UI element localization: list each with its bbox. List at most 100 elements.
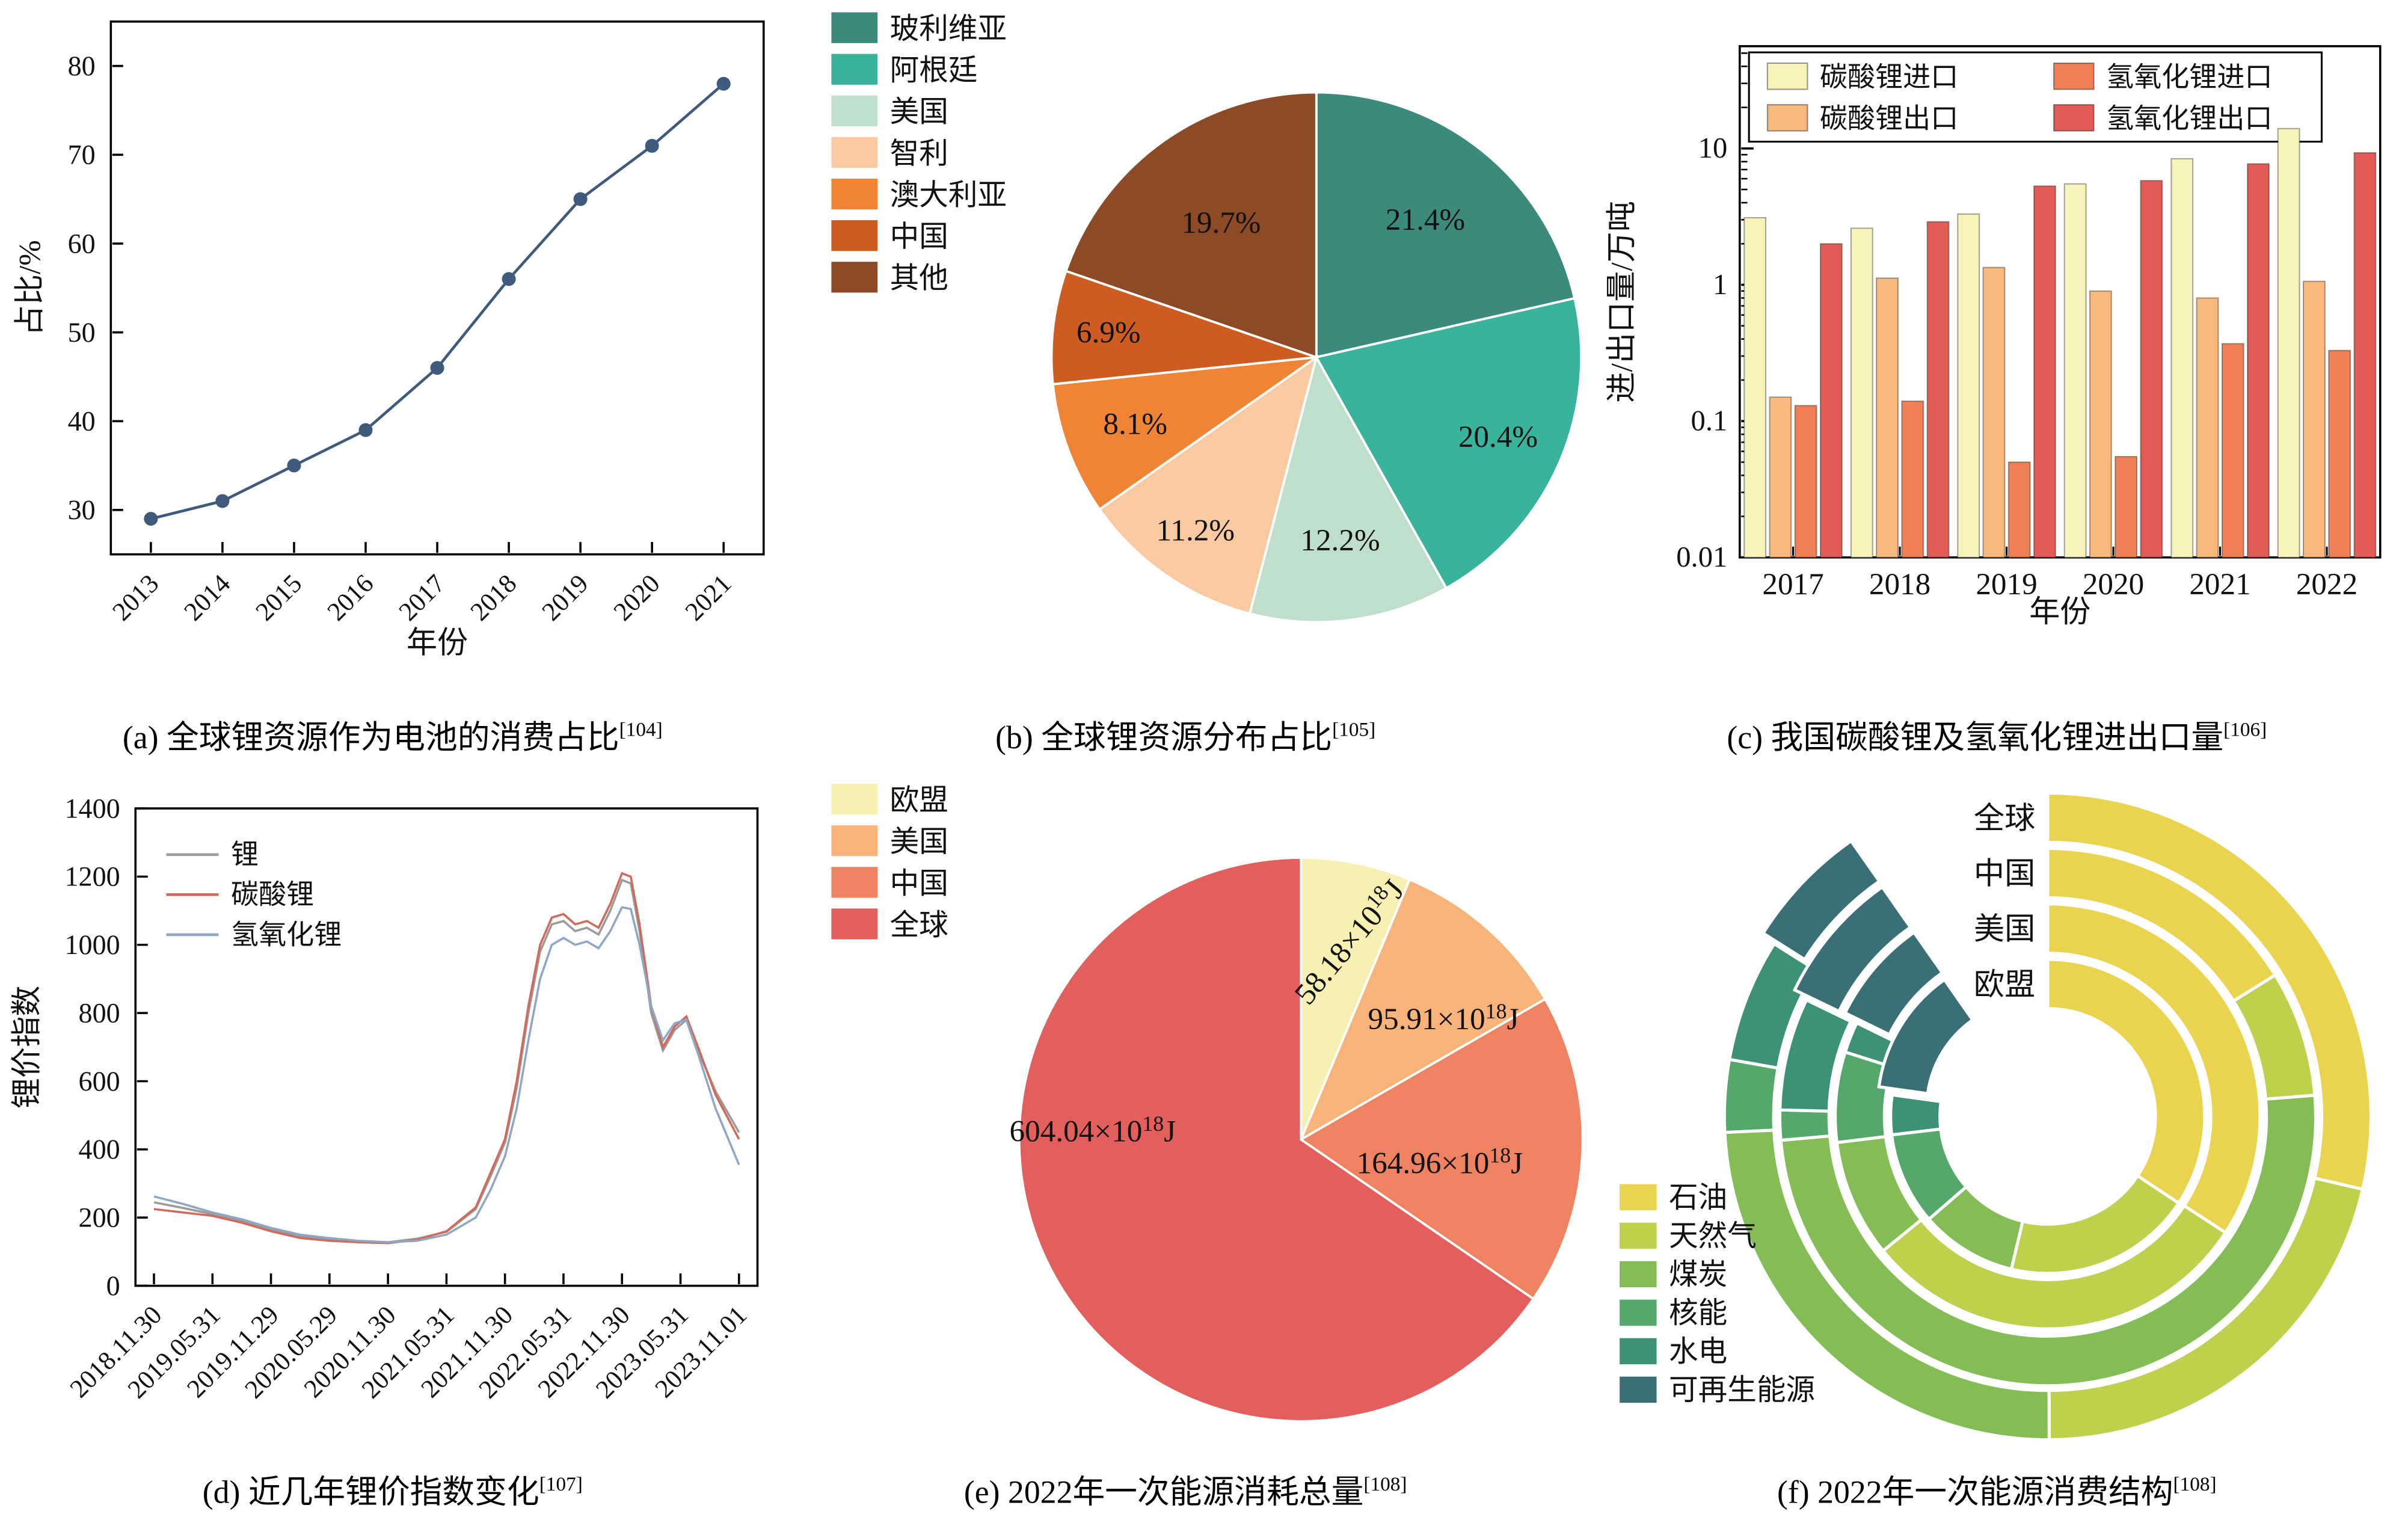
legend-swatch: [2053, 104, 2095, 132]
svg-text:中国: 中国: [1974, 857, 2035, 891]
caption-b-text: (b) 全球锂资源分布占比: [995, 719, 1333, 756]
svg-text:全球: 全球: [890, 909, 948, 941]
pie-slice: [1300, 856, 1411, 1140]
pie: 21.4% 20.4% 12.2% 11.2% 8.1% 6.9% 19.7% 玻利维亚阿根廷…: [831, 12, 1583, 624]
legend-swatch: [831, 908, 878, 940]
legend-swatch: [1620, 1376, 1657, 1403]
plot-frame: [109, 20, 765, 556]
svg-text:1000: 1000: [65, 929, 120, 960]
svg-text:核能: 核能: [1669, 1297, 1727, 1329]
svg-text:6.9%: 6.9%: [1077, 315, 1141, 349]
ring-segment: [1877, 977, 1975, 1095]
legend-swatch: [831, 825, 878, 857]
series-line: [153, 872, 740, 1245]
caption-a-ref: [104]: [619, 717, 663, 741]
caption-c: (c) 我国碳酸锂及氢氧化锂进出口量[106]: [1586, 713, 2408, 759]
svg-text:2022: 2022: [2296, 567, 2357, 602]
data-point: [358, 423, 373, 437]
svg-text:600: 600: [79, 1066, 120, 1097]
svg-text:可再生能源: 可再生能源: [1669, 1374, 1815, 1406]
bar: [1743, 217, 1767, 558]
panel-sunburst-energy-structure: 全球 中国 美国 欧盟 石油 天然气 煤炭 核能 水电 可再生能源 (f) 2022年一次能源消费…: [1586, 765, 2408, 1519]
bar: [1926, 221, 1950, 558]
panel-line-battery-share: 30 40 50 60 70 80 2013 2014 2015 2016 2017 2018 2019…: [0, 0, 785, 765]
svg-text:800: 800: [79, 997, 120, 1028]
svg-text:50: 50: [68, 317, 96, 348]
svg-text:60: 60: [68, 228, 96, 259]
svg-text:11.2%: 11.2%: [1156, 514, 1235, 548]
svg-text:2016: 2016: [322, 569, 379, 626]
svg-text:水电: 水电: [1669, 1335, 1727, 1368]
bar: [1957, 213, 1980, 558]
legend-frame: [1748, 51, 2323, 143]
svg-text:1200: 1200: [65, 861, 120, 892]
bar: [2221, 343, 2244, 558]
svg-text:2018: 2018: [465, 569, 522, 626]
data-point: [645, 138, 659, 153]
bar: [2007, 461, 2031, 558]
svg-text:美国: 美国: [890, 96, 948, 128]
data-point: [573, 192, 588, 206]
pie-slice: [1050, 269, 1317, 386]
ring-segment: [1843, 930, 1945, 1037]
panel-pie-energy-total: 58.18×1018J 95.91×1018J 164.96×1018J 604.04…: [785, 765, 1586, 1519]
legend-swatch: [1766, 62, 1808, 90]
ring-segment: [1889, 1093, 1943, 1137]
ring-segment: [2046, 958, 2207, 1205]
chart-c-bars: 0.01 0.1 1 10 2017 2018 2019 2020 2021 2022 进/出口量/…: [1605, 45, 2382, 629]
svg-text:玻利维亚: 玻利维亚: [890, 13, 1007, 45]
ring-segment: [1779, 1094, 2318, 1388]
svg-text:其他: 其他: [890, 262, 948, 295]
svg-text:12.2%: 12.2%: [1300, 523, 1380, 558]
ring-segment: [1778, 998, 1853, 1113]
bar: [2328, 349, 2351, 558]
ring-segment: [1761, 838, 1882, 962]
pie-slice: [1248, 354, 1448, 624]
legend-swatch: [1620, 1261, 1657, 1288]
svg-text:200: 200: [79, 1202, 120, 1233]
series-line: [153, 878, 740, 1243]
svg-text:604.04×1018J: 604.04×1018J: [1010, 1112, 1176, 1149]
svg-text:2014: 2014: [179, 569, 236, 627]
bar: [2140, 180, 2163, 558]
bar: [1901, 400, 1924, 558]
ring-segment: [1722, 1057, 1780, 1134]
legend-swatch: [1620, 1299, 1657, 1326]
axes: 02004006008001000120014002018.11.302019.…: [10, 793, 759, 1404]
caption-e-text: (e) 2022年一次能源消耗总量: [963, 1473, 1364, 1511]
data-point: [430, 361, 444, 375]
svg-text:碳酸锂出口: 碳酸锂出口: [1820, 103, 1958, 134]
pie-slice: [1315, 91, 1576, 359]
caption-a-text: (a) 全球锂资源作为电池的消费占比: [122, 719, 619, 756]
chart-b-pie: 21.4% 20.4% 12.2% 11.2% 8.1% 6.9% 19.7% 玻利维亚阿根廷…: [831, 12, 1583, 624]
svg-text:0: 0: [106, 1270, 120, 1301]
bar: [2277, 128, 2300, 558]
bar: [2089, 290, 2112, 558]
bar: [2115, 456, 2138, 558]
bar: [2247, 163, 2270, 558]
svg-text:2019: 2019: [536, 569, 594, 626]
bar: [2033, 185, 2056, 558]
svg-text:19.7%: 19.7%: [1181, 206, 1261, 240]
svg-text:全球: 全球: [1974, 801, 2035, 835]
svg-text:智利: 智利: [890, 137, 948, 170]
caption-f-text: (f) 2022年一次能源消费结构: [1777, 1473, 2173, 1511]
svg-text:1400: 1400: [65, 793, 120, 823]
bar: [1850, 227, 1873, 558]
svg-text:锂价指数: 锂价指数: [10, 985, 44, 1109]
svg-text:氢氧化锂出口: 氢氧化锂出口: [2106, 103, 2272, 134]
pie-slice: [1298, 878, 1547, 1142]
series-line: [153, 906, 740, 1243]
caption-c-text: (c) 我国碳酸锂及氢氧化锂进出口量: [1727, 719, 2224, 756]
svg-text:2017: 2017: [1762, 567, 1823, 602]
svg-text:欧盟: 欧盟: [1974, 968, 2035, 1002]
legend-swatch: [1620, 1222, 1657, 1249]
caption-f-ref: [108]: [2173, 1472, 2217, 1495]
legend-swatch: [831, 54, 878, 85]
